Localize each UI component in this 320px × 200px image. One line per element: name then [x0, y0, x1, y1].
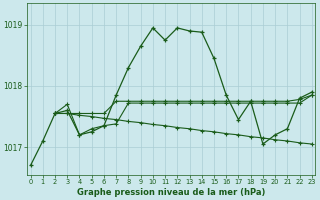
X-axis label: Graphe pression niveau de la mer (hPa): Graphe pression niveau de la mer (hPa)	[77, 188, 265, 197]
